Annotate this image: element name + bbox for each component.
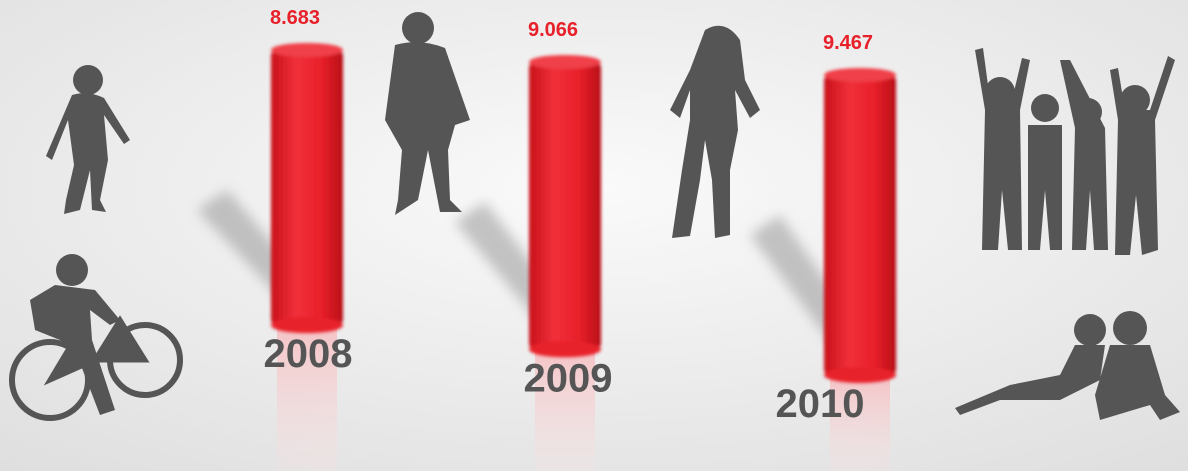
- bar-reflection: [535, 349, 595, 471]
- bar-group: [824, 68, 896, 383]
- category-label: 2009: [524, 356, 613, 400]
- bar: [529, 62, 601, 350]
- bar-group: [529, 55, 601, 358]
- value-label: 9.066: [528, 19, 578, 41]
- silhouettes: [9, 12, 1180, 421]
- category-label: 2010: [776, 382, 865, 426]
- bar-base: [824, 367, 896, 383]
- bar-group: [271, 43, 343, 334]
- silhouette-girl: [46, 65, 130, 214]
- silhouette-man: [385, 12, 470, 215]
- silhouette-kids: [975, 48, 1175, 255]
- value-label: 8.683: [270, 7, 320, 29]
- bar-reflection: [277, 325, 337, 471]
- bar: [271, 50, 343, 326]
- bar-cap: [529, 55, 601, 69]
- value-label: 9.467: [823, 32, 873, 54]
- bar-base: [529, 341, 601, 358]
- category-label: 2008: [264, 332, 353, 376]
- silhouette-cyclist: [9, 254, 183, 421]
- silhouette-couple: [955, 311, 1180, 420]
- bar: [824, 75, 896, 375]
- bar-cap: [271, 43, 343, 57]
- silhouette-woman: [670, 25, 760, 238]
- bar-reflection: [830, 375, 890, 471]
- bar-base: [271, 317, 343, 334]
- bar-cap: [824, 68, 896, 82]
